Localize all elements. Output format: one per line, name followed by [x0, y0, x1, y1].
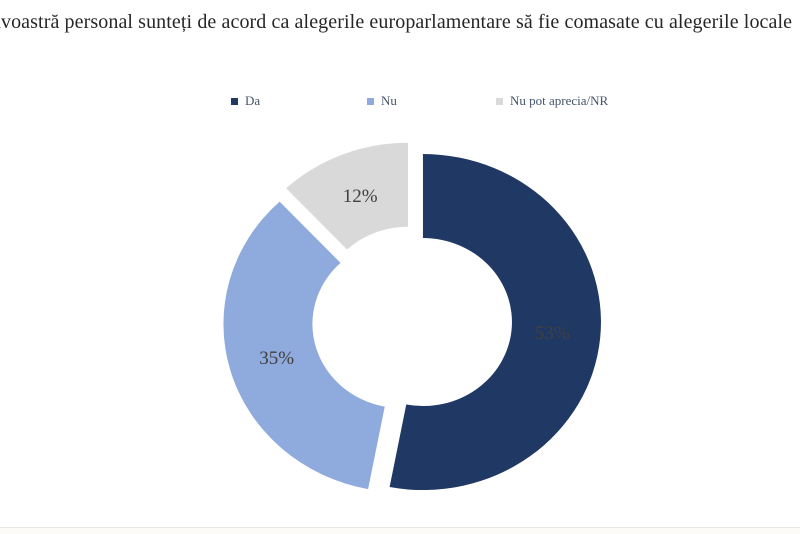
- legend-label-nr: Nu pot aprecia/NR: [510, 93, 609, 108]
- data-label-da: 53%: [535, 323, 570, 344]
- legend-item-nr: Nu pot aprecia/NR: [496, 93, 608, 109]
- legend-item-da: Da: [231, 93, 260, 109]
- slice-nu: [223, 201, 385, 490]
- title-area: avoastră personal sunteți de acord ca al…: [0, 0, 800, 48]
- legend-label-da: Da: [245, 93, 261, 108]
- data-label-nu: 35%: [259, 348, 294, 369]
- bottom-divider: [0, 527, 800, 528]
- legend-marker-nu: [367, 98, 374, 105]
- slice-nr: [286, 142, 408, 250]
- bottom-strip: [0, 528, 800, 534]
- slice-da: [389, 154, 601, 491]
- legend-marker-nr: [496, 98, 503, 105]
- data-label-nr: 12%: [343, 186, 378, 207]
- legend-marker-da: [231, 98, 238, 105]
- legend-item-nu: Nu: [367, 93, 397, 109]
- page-title: avoastră personal sunteți de acord ca al…: [0, 11, 793, 33]
- legend-label-nu: Nu: [381, 93, 397, 108]
